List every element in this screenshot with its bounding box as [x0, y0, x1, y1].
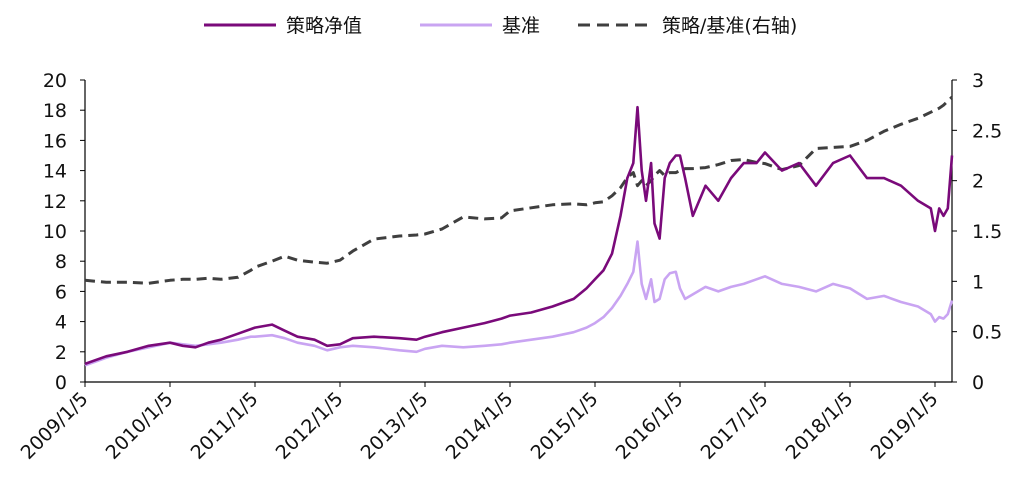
x-tick-label: 2019/1/5	[867, 388, 943, 464]
left-tick-label: 18	[43, 100, 67, 122]
legend: 策略净值 基准 策略/基准(右轴)	[204, 15, 797, 37]
left-tick-label: 4	[55, 312, 67, 334]
right-tick-label: 3	[972, 70, 984, 92]
legend-label-1: 基准	[502, 15, 540, 37]
right-tick-label: 2.5	[972, 120, 1002, 142]
series-layer	[84, 96, 954, 367]
x-tick-label: 2012/1/5	[272, 388, 348, 464]
right-tick-label: 2	[972, 171, 984, 193]
x-tick-label: 2011/1/5	[187, 388, 263, 464]
series-line-1	[84, 240, 954, 367]
x-tick-label: 2010/1/5	[102, 388, 178, 464]
left-tick-label: 2	[55, 342, 67, 364]
x-tick-label: 2015/1/5	[527, 388, 603, 464]
right-axis: 0 0.5 1 1.5 2 2.5 3	[951, 70, 1002, 394]
legend-label-0: 策略净值	[286, 15, 362, 37]
x-tick-label: 2014/1/5	[442, 388, 518, 464]
left-tick-label: 6	[55, 281, 67, 303]
x-axis: 2009/1/5 2010/1/5 2011/1/5 2012/1/5 2013/1/5…	[17, 381, 952, 464]
right-tick-label: 0	[972, 372, 984, 394]
series-line-2	[84, 96, 954, 285]
left-tick-label: 10	[43, 221, 67, 243]
left-tick-label: 16	[43, 130, 67, 152]
right-tick-label: 1.5	[972, 221, 1002, 243]
right-tick-label: 1	[972, 271, 984, 293]
left-tick-label: 14	[43, 161, 67, 183]
left-tick-label: 0	[55, 372, 67, 394]
left-tick-label: 12	[43, 191, 67, 213]
left-axis: 0 2 4 6 8 10 12 14 16 18 20	[43, 70, 86, 394]
right-tick-label: 0.5	[972, 322, 1002, 344]
x-tick-label: 2016/1/5	[612, 388, 688, 464]
x-tick-label: 2009/1/5	[17, 388, 93, 464]
series-line-0	[84, 105, 954, 366]
x-tick-label: 2013/1/5	[357, 388, 433, 464]
left-tick-label: 8	[55, 251, 67, 273]
left-tick-label: 20	[43, 70, 67, 92]
x-tick-label: 2018/1/5	[782, 388, 858, 464]
legend-label-2: 策略/基准(右轴)	[662, 15, 797, 37]
x-tick-label: 2017/1/5	[697, 388, 773, 464]
